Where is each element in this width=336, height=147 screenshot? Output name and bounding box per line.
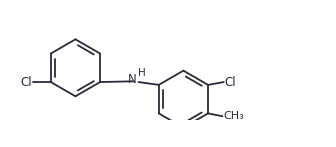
Text: N: N [128, 73, 136, 86]
Text: Cl: Cl [20, 76, 32, 88]
Text: CH₃: CH₃ [223, 111, 244, 121]
Text: Cl: Cl [224, 76, 236, 88]
Text: H: H [138, 69, 145, 78]
